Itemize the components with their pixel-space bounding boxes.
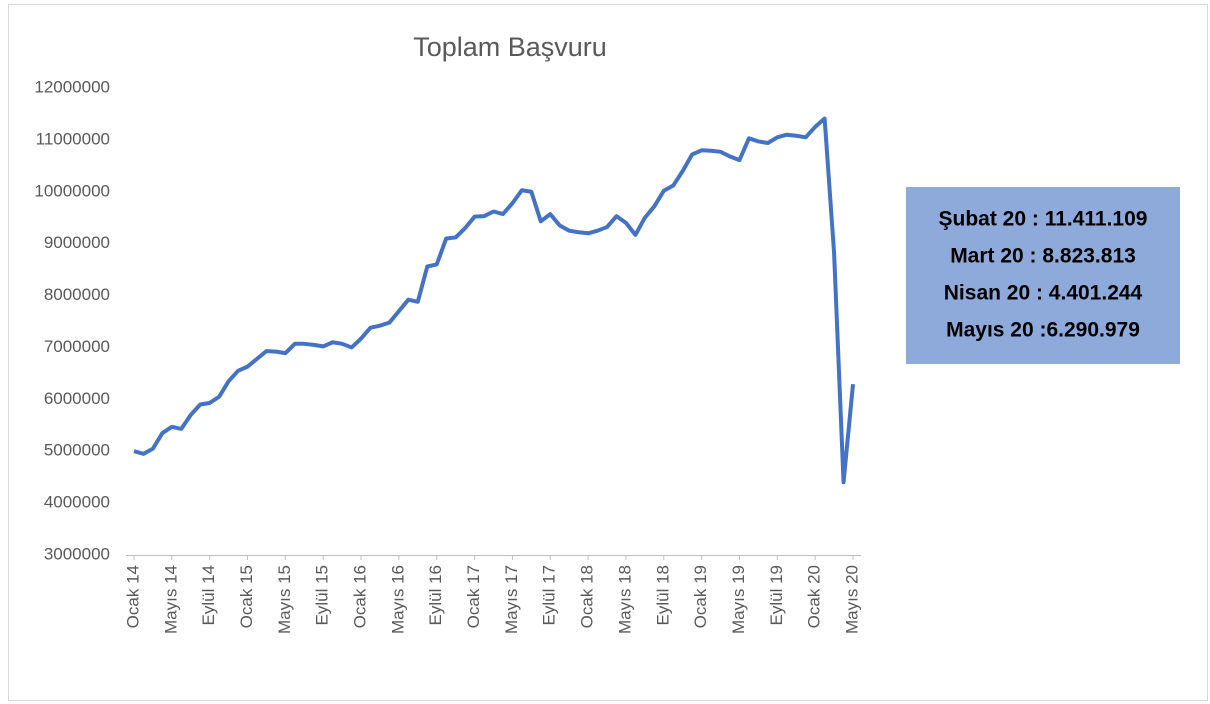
x-tick-label: Mayıs 19 xyxy=(729,565,748,634)
y-tick-label: 6000000 xyxy=(44,389,110,408)
x-tick-label: Eylül 17 xyxy=(540,565,559,625)
x-tick-label: Mayıs 16 xyxy=(388,565,407,634)
annotation-box xyxy=(906,187,1180,364)
chart-title: Toplam Başvuru xyxy=(413,32,607,62)
y-tick-label: 5000000 xyxy=(44,441,110,460)
x-tick-label: Ocak 18 xyxy=(578,565,597,628)
x-tick-label: Eylül 19 xyxy=(767,565,786,625)
annotation: Mayıs 20 :6.290.979 xyxy=(946,319,1140,342)
x-tick-label: Mayıs 20 xyxy=(842,565,861,634)
y-tick-label: 4000000 xyxy=(44,493,110,512)
x-tick-label: Ocak 16 xyxy=(351,565,370,628)
y-tick-label: 12000000 xyxy=(34,77,110,96)
x-tick-label: Ocak 20 xyxy=(805,565,824,628)
y-tick-label: 11000000 xyxy=(36,129,110,148)
x-tick-label: Mayıs 15 xyxy=(275,565,294,634)
x-tick-label: Mayıs 17 xyxy=(502,565,521,634)
x-tick-label: Ocak 19 xyxy=(691,565,710,628)
data-line xyxy=(133,116,855,485)
x-tick-label: Ocak 14 xyxy=(123,565,142,628)
x-tick-label: Eylül 16 xyxy=(426,565,445,625)
y-tick-label: 9000000 xyxy=(44,233,110,252)
annotation: Nisan 20 : 4.401.244 xyxy=(944,282,1143,305)
x-tick-label: Ocak 15 xyxy=(237,565,256,628)
x-tick-label: Mayıs 14 xyxy=(161,565,180,634)
x-tick-label: Eylül 18 xyxy=(653,565,672,625)
x-tick-label: Mayıs 18 xyxy=(615,565,634,634)
y-tick-label: 10000000 xyxy=(34,181,110,200)
y-tick-label: 8000000 xyxy=(44,285,110,304)
y-tick-label: 7000000 xyxy=(44,337,110,356)
annotation: Şubat 20 : 11.411.109 xyxy=(939,208,1148,231)
x-tick-label: Eylül 15 xyxy=(313,565,332,625)
annotation: Mart 20 : 8.823.813 xyxy=(950,245,1136,268)
x-tick-label: Eylül 14 xyxy=(199,565,218,625)
x-tick-label: Ocak 17 xyxy=(464,565,483,628)
y-tick-label: 3000000 xyxy=(44,544,110,563)
